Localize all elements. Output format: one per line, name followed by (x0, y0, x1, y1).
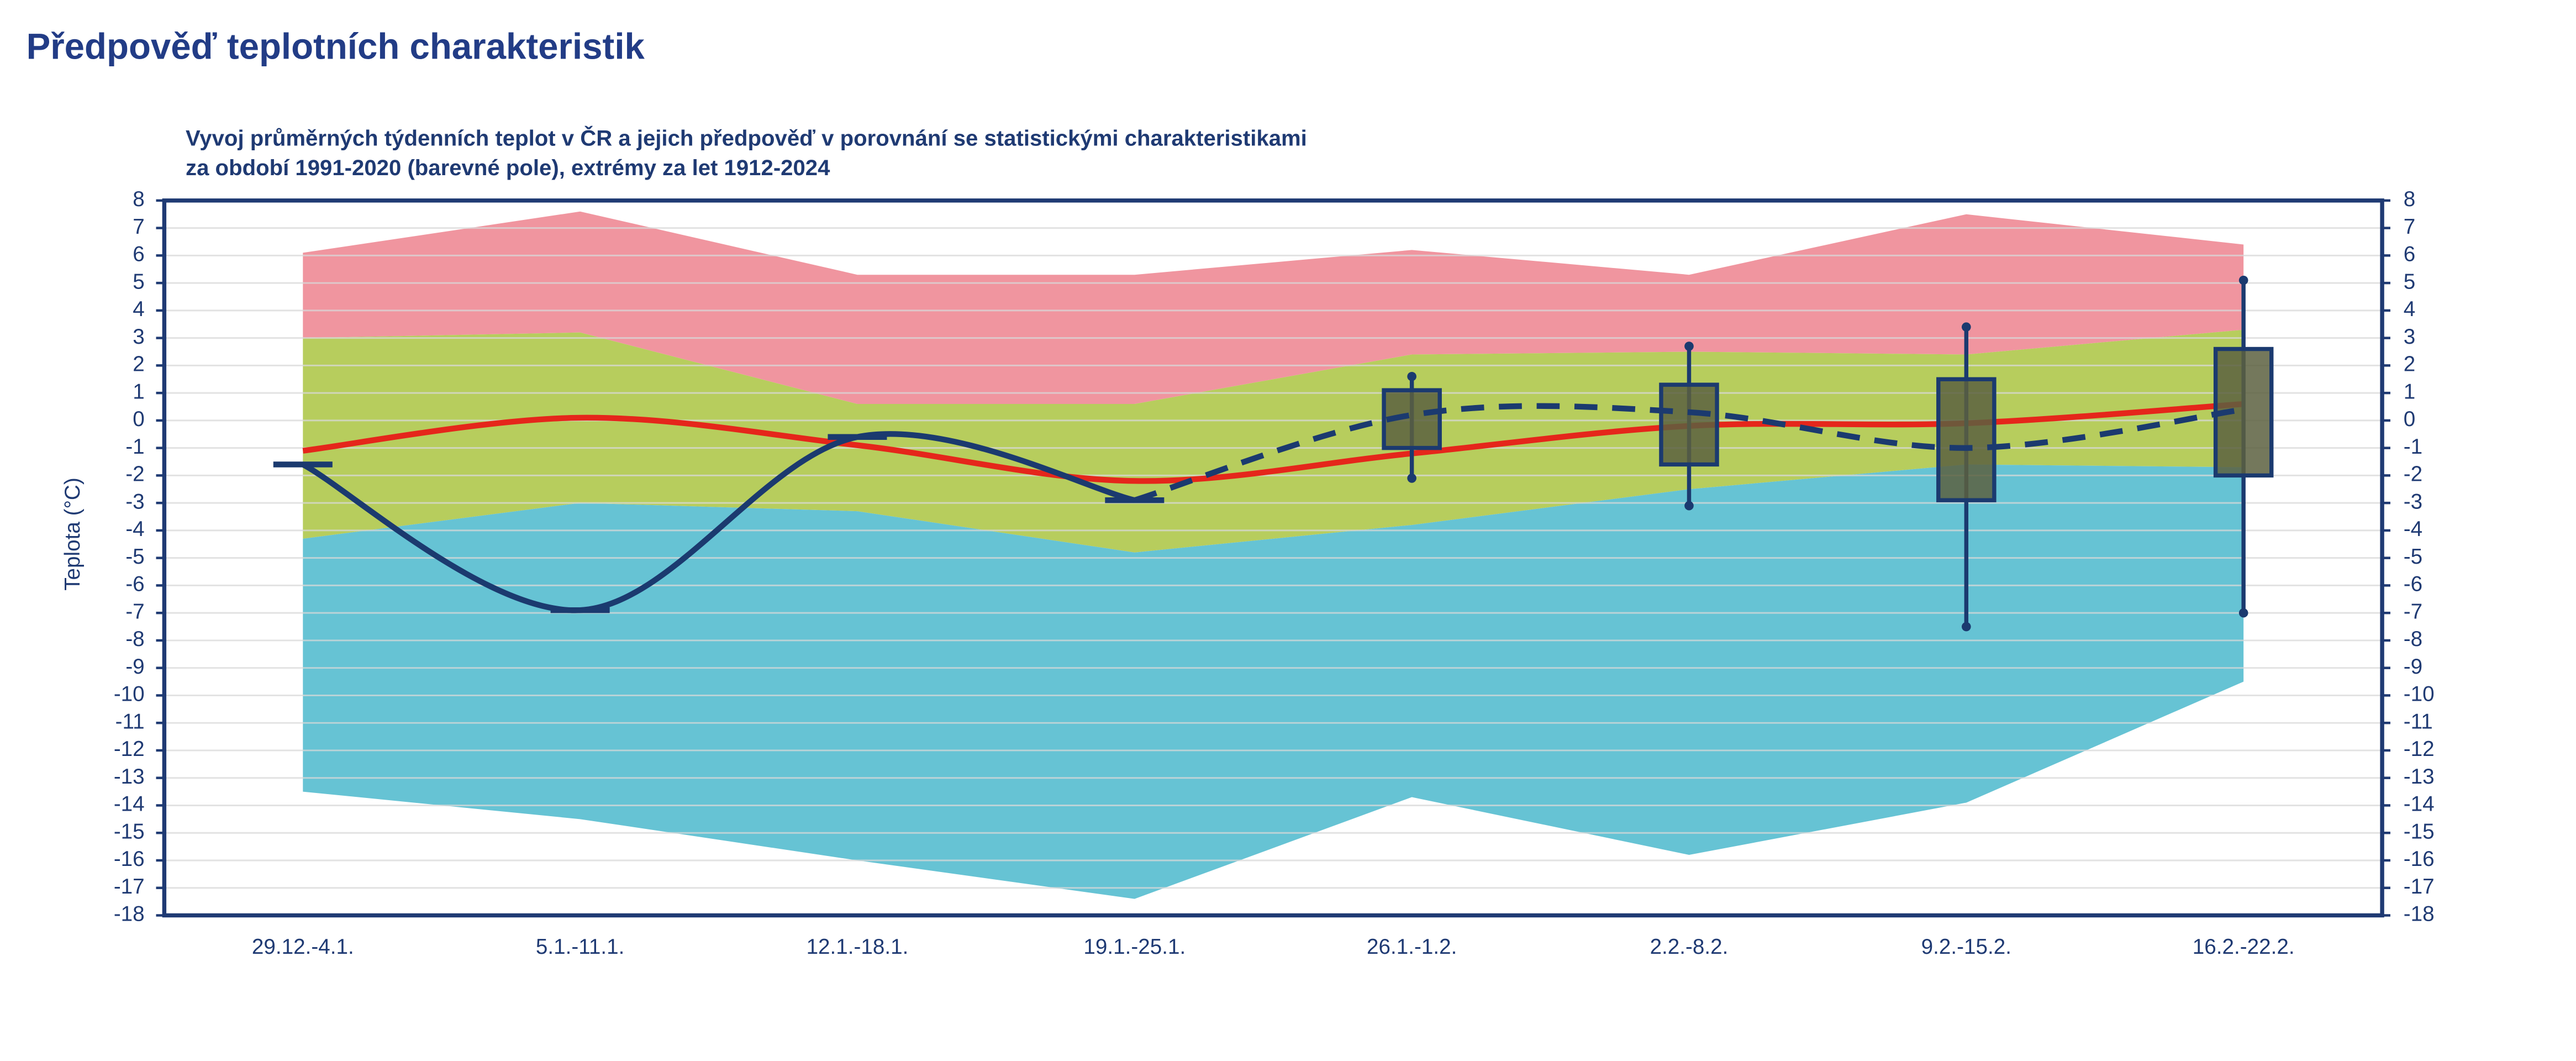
y-tick-label: -8 (125, 627, 144, 651)
y-tick-label: -1 (125, 435, 144, 459)
forecast-line (1134, 403, 2244, 503)
y-tick-label: -7 (125, 600, 144, 623)
whisker-end (2238, 608, 2248, 618)
y-tick-label: -15 (114, 820, 145, 843)
climate-band (303, 464, 2244, 899)
y2-tick-label: -10 (2404, 682, 2435, 706)
chart-title: za období 1991-2020 (barevné pole), extr… (186, 155, 830, 180)
y2-tick-label: 0 (2404, 407, 2416, 431)
y-tick-label: -16 (114, 847, 145, 871)
y2-tick-label: -6 (2404, 572, 2422, 596)
y-tick-label: -17 (114, 875, 145, 899)
x-tick-label: 16.2.-22.2. (2193, 935, 2295, 959)
y2-tick-label: -15 (2404, 820, 2435, 843)
y-axis-label: Teplota (°C) (61, 477, 85, 591)
y-tick-label: 8 (133, 187, 145, 211)
box (1936, 377, 1996, 502)
x-tick-label: 29.12.-4.1. (252, 935, 354, 959)
x-tick-label: 2.2.-8.2. (1650, 935, 1729, 959)
y2-tick-label: 7 (2404, 215, 2416, 239)
y-tick-label: 4 (133, 297, 145, 321)
y-tick-label: -2 (125, 463, 144, 486)
y-tick-label: -4 (125, 517, 144, 541)
y2-tick-label: 4 (2404, 297, 2416, 321)
y-tick-label: 2 (133, 353, 145, 376)
y2-tick-label: -14 (2404, 792, 2435, 816)
y-tick-label: -5 (125, 545, 144, 569)
y2-tick-label: -8 (2404, 627, 2422, 651)
climate-band (303, 329, 2244, 553)
y2-tick-label: 5 (2404, 270, 2416, 293)
y2-tick-label: -7 (2404, 600, 2422, 623)
y2-tick-label: -13 (2404, 765, 2435, 789)
y-tick-label: -10 (114, 682, 145, 706)
y2-tick-label: 3 (2404, 325, 2416, 349)
y-tick-label: 5 (133, 270, 145, 293)
y-tick-label: -13 (114, 765, 145, 789)
y-tick-label: -14 (114, 792, 145, 816)
y-tick-label: -6 (125, 572, 144, 596)
x-tick-label: 19.1.-25.1. (1083, 935, 1186, 959)
y2-tick-label: 2 (2404, 353, 2416, 376)
y-tick-label: -3 (125, 490, 144, 513)
y2-tick-label: -5 (2404, 545, 2422, 569)
y2-tick-label: -12 (2404, 737, 2435, 761)
whisker-end (1962, 622, 1971, 632)
whisker-end (1684, 342, 1694, 351)
x-tick-label: 26.1.-1.2. (1367, 935, 1457, 959)
y-tick-label: -11 (115, 710, 145, 733)
y2-tick-label: -2 (2404, 463, 2422, 486)
observed-line (301, 431, 1135, 613)
y-tick-label: 6 (133, 243, 145, 266)
y2-tick-label: -18 (2404, 902, 2435, 926)
y2-tick-label: -4 (2404, 517, 2422, 541)
y-tick-label: 3 (133, 325, 145, 349)
box (1659, 382, 1719, 467)
whisker-end (1407, 474, 1416, 483)
x-tick-label: 5.1.-11.1. (536, 935, 624, 959)
climate-band (303, 211, 2244, 405)
y2-tick-label: 6 (2404, 243, 2416, 266)
y-tick-label: 0 (133, 407, 145, 431)
whisker-end (2238, 275, 2248, 285)
y2-tick-label: 1 (2404, 380, 2416, 403)
y-tick-label: -9 (125, 655, 144, 679)
y2-tick-label: -11 (2404, 710, 2433, 733)
whisker-end (1407, 371, 1416, 381)
y2-tick-label: -3 (2404, 490, 2422, 513)
y-tick-label: -12 (114, 737, 145, 761)
whisker-end (1684, 501, 1694, 511)
x-tick-label: 12.1.-18.1. (807, 935, 909, 959)
y-tick-label: 1 (133, 380, 145, 403)
y2-tick-label: -1 (2404, 435, 2422, 459)
chart-title: Vyvoj průměrných týdenních teplot v ČR a… (186, 125, 1307, 150)
y2-tick-label: 8 (2404, 187, 2416, 211)
mean-line (302, 401, 2244, 484)
page-title: Předpověď teplotních charakteristik (27, 27, 645, 67)
x-tick-label: 9.2.-15.2. (1921, 935, 2011, 959)
y-tick-label: -18 (114, 902, 145, 926)
y2-tick-label: -17 (2404, 875, 2435, 899)
y2-tick-label: -16 (2404, 847, 2435, 871)
y-tick-label: 7 (133, 215, 145, 239)
whisker-end (1962, 322, 1971, 332)
y2-tick-label: -9 (2404, 655, 2422, 679)
